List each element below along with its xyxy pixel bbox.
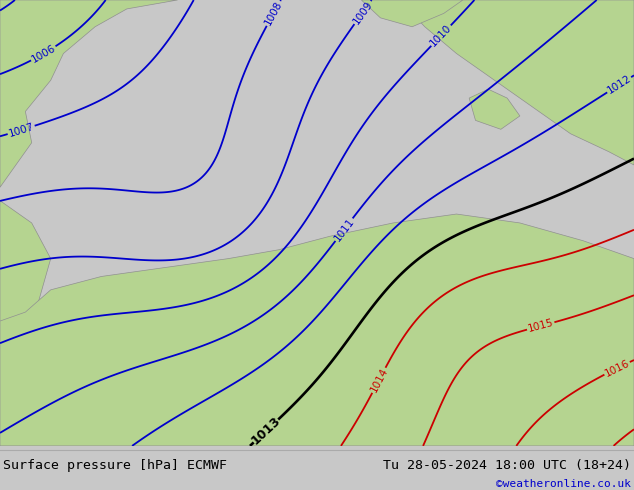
Text: Surface pressure [hPa] ECMWF: Surface pressure [hPa] ECMWF bbox=[3, 459, 227, 472]
Text: 1015: 1015 bbox=[527, 318, 555, 334]
Text: 1008: 1008 bbox=[262, 0, 284, 27]
Text: 1011: 1011 bbox=[332, 216, 356, 243]
Polygon shape bbox=[469, 89, 520, 129]
Text: 1007: 1007 bbox=[7, 122, 36, 139]
Text: 1006: 1006 bbox=[30, 43, 57, 65]
Text: 1009: 1009 bbox=[351, 0, 374, 26]
Polygon shape bbox=[0, 201, 51, 334]
Polygon shape bbox=[0, 0, 178, 187]
Text: 1012: 1012 bbox=[605, 74, 633, 96]
Text: Tu 28-05-2024 18:00 UTC (18+24): Tu 28-05-2024 18:00 UTC (18+24) bbox=[383, 459, 631, 472]
Polygon shape bbox=[361, 0, 463, 27]
Text: 1010: 1010 bbox=[429, 23, 454, 49]
Text: 1016: 1016 bbox=[603, 358, 631, 379]
Text: 1013: 1013 bbox=[249, 415, 283, 448]
Polygon shape bbox=[0, 348, 51, 446]
Text: 1014: 1014 bbox=[368, 367, 389, 394]
Polygon shape bbox=[0, 214, 634, 446]
Text: ©weatheronline.co.uk: ©weatheronline.co.uk bbox=[496, 479, 631, 489]
Polygon shape bbox=[399, 0, 634, 165]
